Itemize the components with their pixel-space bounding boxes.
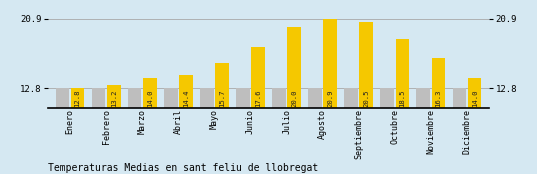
Bar [272,88,286,108]
Text: 14.0: 14.0 [471,89,477,107]
Text: 20.0: 20.0 [291,89,297,107]
Text: 17.6: 17.6 [255,89,261,107]
Bar [55,88,69,108]
Bar [308,88,322,108]
Text: Temperaturas Medias en sant feliu de llobregat: Temperaturas Medias en sant feliu de llo… [48,163,318,173]
Text: 20.5: 20.5 [364,89,369,107]
Bar [359,22,373,108]
Text: 13.2: 13.2 [111,89,117,107]
Bar [380,88,394,108]
Text: 16.3: 16.3 [436,89,441,107]
Text: 14.4: 14.4 [183,89,189,107]
Bar [200,88,214,108]
Bar [179,74,193,108]
Text: 14.0: 14.0 [147,89,153,107]
Bar [164,88,178,108]
Bar [417,88,430,108]
Bar [396,39,409,108]
Bar [287,27,301,108]
Bar [128,88,141,108]
Bar [453,88,466,108]
Bar [92,88,105,108]
Bar [71,88,84,108]
Bar [236,88,250,108]
Text: 12.8: 12.8 [75,89,81,107]
Bar [143,78,157,108]
Text: 20.9: 20.9 [327,89,333,107]
Text: 15.7: 15.7 [219,89,225,107]
Bar [344,88,358,108]
Bar [468,78,482,108]
Bar [323,19,337,108]
Bar [107,85,120,108]
Text: 18.5: 18.5 [400,89,405,107]
Bar [215,63,229,108]
Bar [432,58,445,108]
Bar [251,47,265,108]
